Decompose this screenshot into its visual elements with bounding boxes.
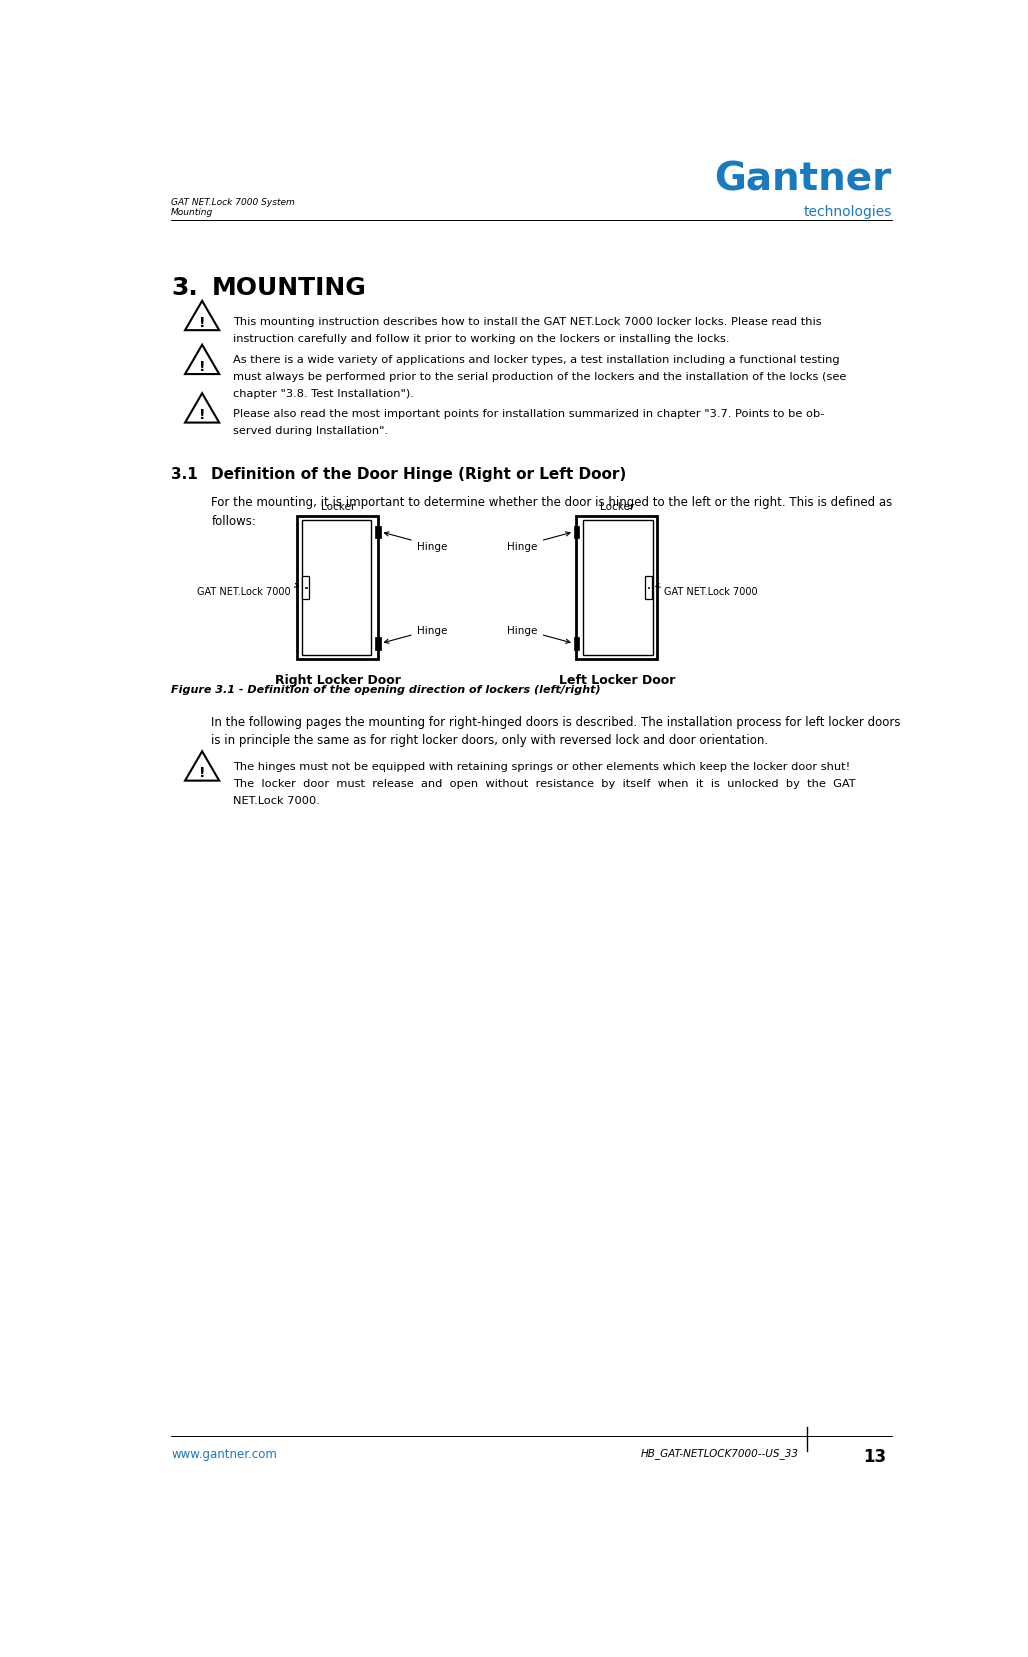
Text: Locker: Locker [599, 502, 634, 512]
Text: chapter "3.8. Test Installation").: chapter "3.8. Test Installation"). [233, 389, 414, 399]
Text: The  locker  door  must  release  and  open  without  resistance  by  itself  wh: The locker door must release and open wi… [233, 779, 855, 789]
Bar [301, 520, 371, 656]
Bar [297, 517, 378, 659]
Text: Definition of the Door Hinge (Right or Left Door): Definition of the Door Hinge (Right or L… [212, 467, 627, 482]
Text: Locker: Locker [321, 502, 355, 512]
Text: GAT NET.Lock 7000 System: GAT NET.Lock 7000 System [171, 197, 295, 207]
Bar [302, 577, 309, 600]
Text: MOUNTING: MOUNTING [212, 275, 366, 300]
Text: Gantner: Gantner [714, 161, 892, 199]
Text: GAT NET.Lock 7000: GAT NET.Lock 7000 [656, 585, 758, 597]
Bar [574, 638, 580, 650]
Text: technologies: technologies [804, 205, 892, 219]
Text: Hinge: Hinge [384, 625, 447, 645]
Text: must always be performed prior to the serial production of the lockers and the i: must always be performed prior to the se… [233, 371, 846, 383]
Text: 3.1: 3.1 [171, 467, 197, 482]
Text: !: ! [198, 315, 206, 330]
Text: served during Installation".: served during Installation". [233, 426, 389, 436]
Bar [375, 638, 380, 650]
Text: follows:: follows: [212, 514, 256, 527]
Text: !: ! [198, 360, 206, 373]
Text: www.gantner.com: www.gantner.com [171, 1447, 277, 1460]
Text: Please also read the most important points for installation summarized in chapte: Please also read the most important poin… [233, 409, 824, 419]
Bar [574, 527, 580, 539]
Text: NET.Lock 7000.: NET.Lock 7000. [233, 795, 320, 805]
Text: !: ! [198, 408, 206, 423]
Text: Hinge: Hinge [508, 625, 570, 645]
Text: Left Locker Door: Left Locker Door [558, 673, 675, 686]
Text: The hinges must not be equipped with retaining springs or other elements which k: The hinges must not be equipped with ret… [233, 761, 850, 772]
Text: Figure 3.1 - Definition of the opening direction of lockers (left/right): Figure 3.1 - Definition of the opening d… [171, 684, 600, 694]
Bar [576, 517, 658, 659]
Text: 13: 13 [864, 1447, 886, 1465]
Text: For the mounting, it is important to determine whether the door is hinged to the: For the mounting, it is important to det… [212, 495, 892, 509]
Text: instruction carefully and follow it prior to working on the lockers or installin: instruction carefully and follow it prio… [233, 333, 730, 343]
Text: Mounting: Mounting [171, 207, 214, 217]
Text: is in principle the same as for right locker doors, only with reversed lock and : is in principle the same as for right lo… [212, 734, 769, 747]
Bar [583, 520, 653, 656]
Text: HB_GAT-NETLOCK7000--US_33: HB_GAT-NETLOCK7000--US_33 [640, 1447, 799, 1458]
Text: This mounting instruction describes how to install the GAT NET.Lock 7000 locker : This mounting instruction describes how … [233, 316, 821, 326]
Bar [375, 527, 380, 539]
Text: Hinge: Hinge [384, 532, 447, 552]
Bar [645, 577, 652, 600]
Text: 3.: 3. [171, 275, 197, 300]
Text: Hinge: Hinge [508, 532, 570, 552]
Text: !: ! [198, 766, 206, 779]
Text: GAT NET.Lock 7000: GAT NET.Lock 7000 [197, 585, 299, 597]
Text: Right Locker Door: Right Locker Door [274, 673, 401, 686]
Text: As there is a wide variety of applications and locker types, a test installation: As there is a wide variety of applicatio… [233, 355, 840, 365]
Text: In the following pages the mounting for right-hinged doors is described. The ins: In the following pages the mounting for … [212, 716, 901, 727]
